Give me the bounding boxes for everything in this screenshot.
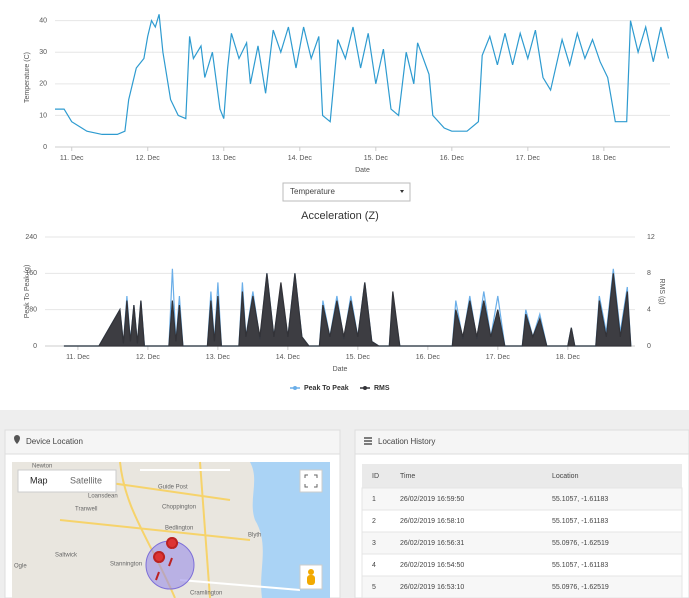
legend-dot — [293, 386, 297, 390]
place-label: Tranwell — [75, 507, 97, 513]
table-cell: 5 — [372, 584, 376, 591]
y-axis-label: Temperature (C) — [24, 52, 31, 103]
table-cell: 3 — [372, 540, 376, 547]
table-cell: 26/02/2019 16:54:50 — [400, 562, 464, 569]
map-button[interactable]: Map — [30, 475, 48, 485]
x-tick-label: 15. Dec — [364, 155, 389, 162]
x-tick-label: 12. Dec — [136, 354, 161, 361]
place-label: Saltwick — [55, 553, 78, 559]
legend-label: Peak To Peak — [304, 385, 349, 392]
table-cell: 55.0976, -1.62519 — [552, 540, 609, 547]
y-axis-label: Peak To Peak (g) — [24, 265, 31, 319]
y2-tick-label: 4 — [647, 307, 651, 314]
table-cell: 26/02/2019 16:56:31 — [400, 540, 464, 547]
table-cell: 55.0976, -1.62519 — [552, 584, 609, 591]
x-tick-label: 13. Dec — [206, 354, 231, 361]
place-label: Cramlington — [190, 591, 222, 597]
y2-tick-label: 0 — [647, 343, 651, 350]
y-tick-label: 240 — [25, 234, 37, 241]
x-tick-label: 12. Dec — [136, 155, 161, 162]
x-tick-label: 18. Dec — [592, 155, 617, 162]
dashboard: Temperature Device Location Map Satellit… — [0, 0, 689, 598]
table-cell: 55.1057, -1.61183 — [552, 562, 608, 569]
chart-selector[interactable]: Temperature — [283, 183, 410, 201]
y-tick-label: 20 — [39, 81, 47, 88]
chart-card — [0, 0, 689, 410]
table-cell: 26/02/2019 16:58:10 — [400, 518, 464, 525]
place-label: Bedlington — [165, 526, 193, 532]
x-tick-label: 14. Dec — [276, 354, 301, 361]
panel-title: Location History — [378, 437, 435, 446]
x-tick-label: 13. Dec — [212, 155, 237, 162]
pegman-body — [307, 575, 315, 585]
x-axis-label: Date — [333, 366, 348, 373]
y-tick-label: 0 — [43, 144, 47, 151]
place-label: Blyth — [248, 533, 261, 539]
map[interactable]: Map Satellite Newton Loansdean Tranwell … — [12, 462, 330, 598]
legend-label: RMS — [374, 385, 390, 392]
history-table: ID Time Location 1 26/02/2019 16:59:50 55.105… — [362, 464, 682, 598]
x-tick-label: 16. Dec — [416, 354, 441, 361]
y-tick-label: 0 — [33, 343, 37, 350]
x-tick-label: 11. Dec — [66, 354, 90, 361]
column-header: ID — [372, 473, 379, 480]
table-cell: 55.1057, -1.61183 — [552, 496, 608, 503]
place-label: Choppington — [162, 505, 196, 511]
legend-dot — [363, 386, 367, 390]
table-cell: 26/02/2019 16:59:50 — [400, 496, 464, 503]
column-header: Location — [552, 473, 579, 480]
satellite-button[interactable]: Satellite — [70, 475, 102, 485]
x-tick-label: 16. Dec — [440, 155, 465, 162]
x-tick-label: 15. Dec — [346, 354, 371, 361]
y-tick-label: 10 — [39, 112, 47, 119]
place-label: Newton — [32, 464, 52, 470]
panel-title: Device Location — [26, 437, 83, 446]
place-label: Loansdean — [88, 494, 118, 500]
x-tick-label: 17. Dec — [486, 354, 511, 361]
y-tick-label: 30 — [39, 49, 47, 56]
select-value[interactable]: Temperature — [290, 187, 335, 196]
y2-tick-label: 8 — [647, 270, 651, 277]
x-tick-label: 17. Dec — [516, 155, 541, 162]
fullscreen-button[interactable] — [300, 470, 322, 492]
table-cell: 26/02/2019 16:53:10 — [400, 584, 464, 591]
y-tick-label: 40 — [39, 17, 47, 24]
table-cell: 2 — [372, 518, 376, 525]
x-axis-label: Date — [355, 167, 370, 174]
x-tick-label: 11. Dec — [60, 155, 84, 162]
table-cell: 55.1057, -1.61183 — [552, 518, 608, 525]
chart-title: Acceleration (Z) — [301, 210, 379, 222]
y2-axis-label: RMS (g) — [658, 278, 665, 304]
x-tick-label: 14. Dec — [288, 155, 313, 162]
table-cell: 1 — [372, 496, 376, 503]
column-header: Time — [400, 473, 415, 480]
y2-tick-label: 12 — [647, 234, 655, 241]
x-tick-label: 18. Dec — [556, 354, 581, 361]
pegman — [308, 569, 314, 575]
place-label: Ogle — [14, 564, 27, 570]
place-label: Guide Post — [158, 485, 188, 491]
table-cell: 4 — [372, 562, 376, 569]
place-label: Stannington — [110, 562, 142, 568]
